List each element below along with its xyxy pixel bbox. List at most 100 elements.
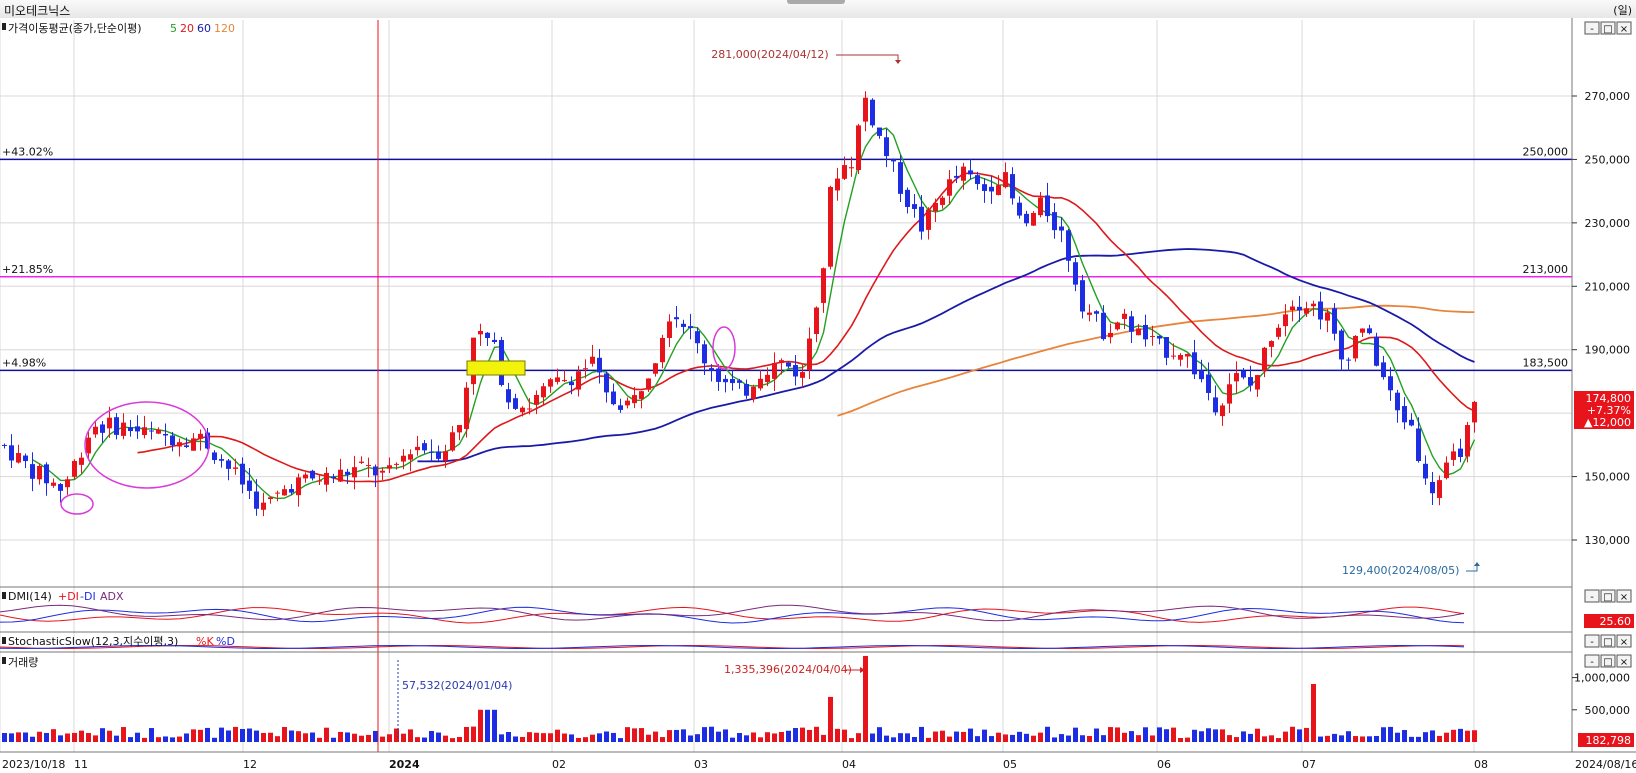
volume-bar[interactable] <box>478 709 483 742</box>
volume-bar[interactable] <box>72 732 77 742</box>
volume-bar[interactable] <box>58 735 63 742</box>
candle-body[interactable] <box>1269 341 1274 347</box>
candle-body[interactable] <box>919 206 924 232</box>
candle-body[interactable] <box>72 460 77 477</box>
candle-body[interactable] <box>996 185 1001 196</box>
volume-bar[interactable] <box>226 730 231 742</box>
volume-bar[interactable] <box>373 730 378 742</box>
volume-bar[interactable] <box>520 736 525 742</box>
volume-bar[interactable] <box>464 726 469 742</box>
volume-bar[interactable] <box>639 728 644 742</box>
volume-bar[interactable] <box>107 730 112 742</box>
volume-bar[interactable] <box>1080 735 1085 742</box>
volume-bar[interactable] <box>1262 736 1267 742</box>
volume-bar[interactable] <box>1024 733 1029 742</box>
candle-body[interactable] <box>1409 419 1414 426</box>
volume-bar[interactable] <box>1346 731 1351 742</box>
candle-body[interactable] <box>1332 308 1337 334</box>
pane-button[interactable] <box>1584 21 1600 35</box>
volume-bar[interactable] <box>751 732 756 742</box>
volume-bar[interactable] <box>1052 737 1057 742</box>
volume-bar[interactable] <box>870 733 875 742</box>
candle-body[interactable] <box>842 165 847 179</box>
volume-bar[interactable] <box>1066 735 1071 742</box>
pane-button[interactable] <box>1584 589 1600 603</box>
candle-body[interactable] <box>1241 370 1246 378</box>
candle-body[interactable] <box>1395 392 1400 411</box>
volume-bar[interactable] <box>156 737 161 742</box>
volume-bar[interactable] <box>814 726 819 742</box>
candle-body[interactable] <box>282 489 287 496</box>
candle-body[interactable] <box>1423 463 1428 479</box>
stock-chart[interactable]: +43.02% 250,000 +21.85% 213,000 +4.98% 183,50… <box>0 18 1636 773</box>
candle-body[interactable] <box>1276 327 1281 337</box>
candle-body[interactable] <box>114 417 119 435</box>
volume-bar[interactable] <box>842 729 847 742</box>
volume-bar[interactable] <box>114 735 119 742</box>
volume-bar[interactable] <box>1045 726 1050 742</box>
volume-bar[interactable] <box>429 731 434 742</box>
volume-bar[interactable] <box>1444 732 1449 742</box>
candle-body[interactable] <box>415 446 420 451</box>
pane-button[interactable] <box>1600 21 1616 35</box>
volume-bar[interactable] <box>1059 734 1064 742</box>
candle-body[interactable] <box>422 443 427 451</box>
volume-bar[interactable] <box>898 733 903 742</box>
candle-body[interactable] <box>450 432 455 451</box>
candle-body[interactable] <box>1290 306 1295 310</box>
volume-bar[interactable] <box>261 732 266 742</box>
candle-body[interactable] <box>870 99 875 126</box>
candle-body[interactable] <box>310 470 315 479</box>
volume-bar[interactable] <box>1031 735 1036 742</box>
candle-body[interactable] <box>1010 174 1015 199</box>
candle-body[interactable] <box>457 425 462 433</box>
candle-body[interactable] <box>1402 406 1407 423</box>
volume-bar[interactable] <box>100 728 105 742</box>
volume-bar[interactable] <box>1465 730 1470 742</box>
volume-bar[interactable] <box>1185 737 1190 742</box>
volume-bar[interactable] <box>1318 736 1323 742</box>
volume-bar[interactable] <box>716 731 721 742</box>
volume-bar[interactable] <box>401 733 406 742</box>
candle-body[interactable] <box>961 166 966 181</box>
candle-body[interactable] <box>86 437 91 454</box>
candle-body[interactable] <box>1045 195 1050 217</box>
volume-bar[interactable] <box>807 729 812 742</box>
volume-bar[interactable] <box>863 655 868 742</box>
pane-button[interactable] <box>1616 654 1632 668</box>
candle-body[interactable] <box>464 387 469 429</box>
highlight-box[interactable] <box>466 360 526 376</box>
period-unit[interactable]: (일) <box>1613 4 1632 17</box>
volume-bar[interactable] <box>1227 735 1232 742</box>
volume-bar[interactable] <box>205 727 210 742</box>
candle-body[interactable] <box>856 125 861 171</box>
candle-body[interactable] <box>1024 213 1029 224</box>
volume-bar[interactable] <box>555 729 560 742</box>
candle-body[interactable] <box>268 497 273 500</box>
volume-bar[interactable] <box>1381 727 1386 742</box>
volume-bar[interactable] <box>1339 735 1344 742</box>
volume-bar[interactable] <box>331 737 336 742</box>
volume-bar[interactable] <box>674 729 679 742</box>
volume-bar[interactable] <box>611 732 616 742</box>
volume-bar[interactable] <box>79 730 84 742</box>
volume-bar[interactable] <box>212 737 217 742</box>
candle-body[interactable] <box>1003 172 1008 188</box>
volume-bar[interactable] <box>268 732 273 742</box>
candle-body[interactable] <box>100 424 105 433</box>
volume-bar[interactable] <box>142 737 147 742</box>
volume-bar[interactable] <box>86 733 91 742</box>
candle-body[interactable] <box>1388 376 1393 391</box>
candle-body[interactable] <box>429 451 434 453</box>
volume-bar[interactable] <box>9 733 14 742</box>
volume-bar[interactable] <box>1311 684 1316 742</box>
candle-body[interactable] <box>1101 312 1106 340</box>
volume-bar[interactable] <box>1255 728 1260 742</box>
candle-body[interactable] <box>737 380 742 383</box>
volume-bar[interactable] <box>1199 731 1204 742</box>
candle-body[interactable] <box>674 317 679 320</box>
volume-bar[interactable] <box>541 733 546 742</box>
pane-button[interactable] <box>1584 634 1600 648</box>
candle-body[interactable] <box>933 202 938 212</box>
candle-body[interactable] <box>1444 462 1449 479</box>
